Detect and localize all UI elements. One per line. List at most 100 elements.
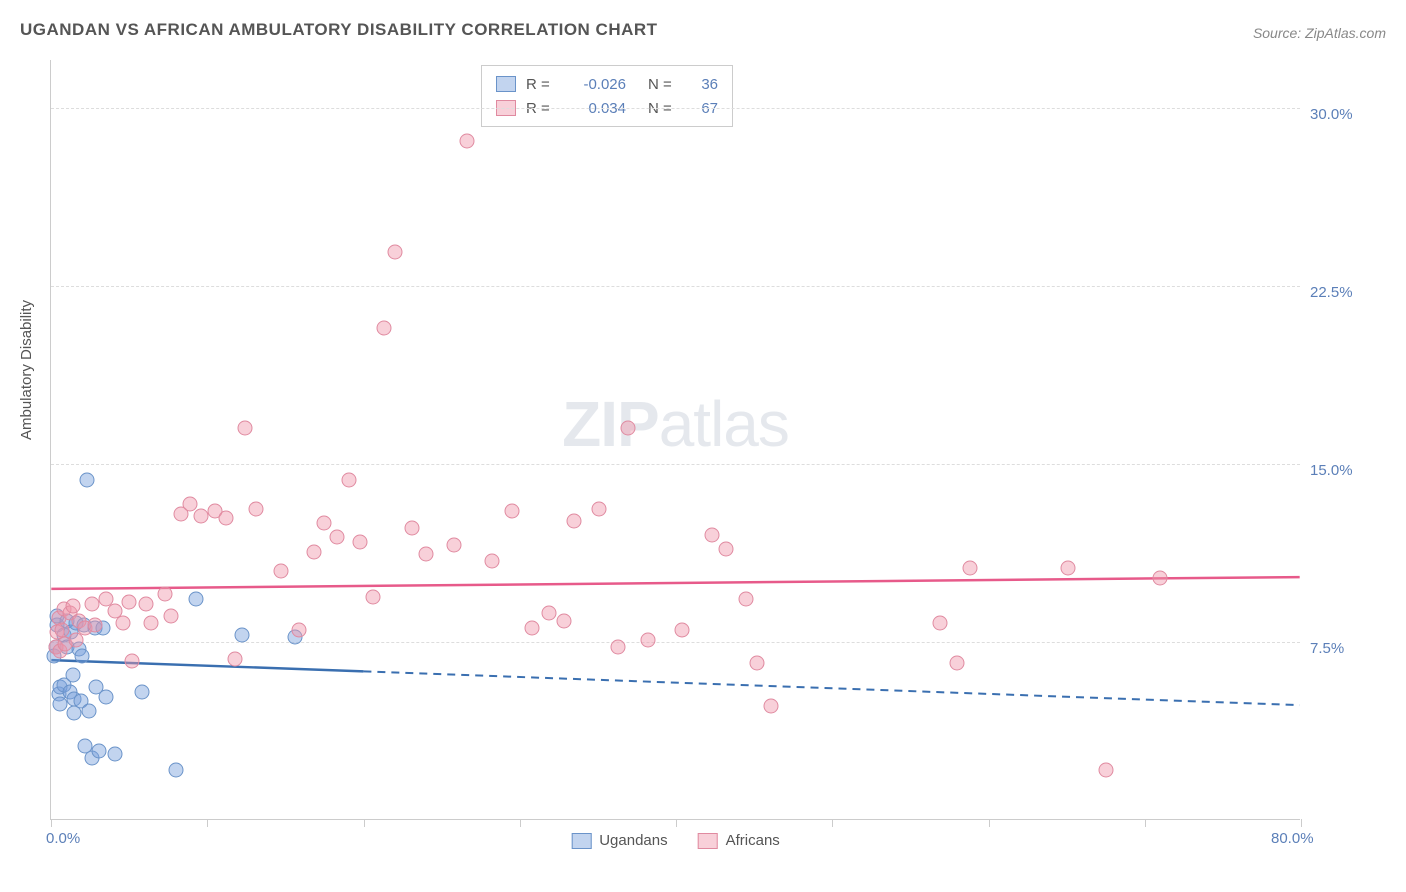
data-point (376, 321, 391, 336)
gridline (51, 286, 1300, 287)
data-point (933, 615, 948, 630)
data-point (365, 589, 380, 604)
data-point (542, 606, 557, 621)
data-point (194, 509, 209, 524)
source-label: Source: ZipAtlas.com (1253, 25, 1386, 41)
data-point (342, 473, 357, 488)
data-point (87, 618, 102, 633)
legend-item: Ugandans (571, 832, 667, 849)
data-point (962, 561, 977, 576)
data-point (556, 613, 571, 628)
x-tick-label: 80.0% (1271, 830, 1314, 847)
x-tick (832, 819, 833, 827)
watermark-atlas: atlas (659, 388, 789, 460)
data-point (739, 592, 754, 607)
legend-label: Africans (726, 832, 780, 849)
data-point (115, 615, 130, 630)
data-point (675, 623, 690, 638)
legend-swatch (571, 833, 591, 849)
data-point (329, 530, 344, 545)
x-tick (207, 819, 208, 827)
data-point (404, 520, 419, 535)
r-label: R = (526, 76, 556, 93)
data-point (764, 699, 779, 714)
y-axis-label: Ambulatory Disability (18, 300, 35, 440)
x-tick (520, 819, 521, 827)
x-tick (676, 819, 677, 827)
n-label: N = (648, 76, 678, 93)
gridline (51, 108, 1300, 109)
r-value-ugandans: -0.026 (566, 76, 626, 93)
data-point (719, 542, 734, 557)
legend-label: Ugandans (599, 832, 667, 849)
data-point (306, 544, 321, 559)
data-point (79, 473, 94, 488)
legend-series: Ugandans Africans (571, 832, 780, 849)
chart-container: UGANDAN VS AFRICAN AMBULATORY DISABILITY… (0, 0, 1406, 892)
data-point (292, 623, 307, 638)
data-point (122, 594, 137, 609)
data-point (81, 703, 96, 718)
data-point (592, 501, 607, 516)
data-point (750, 656, 765, 671)
data-point (219, 511, 234, 526)
data-point (169, 763, 184, 778)
data-point (640, 632, 655, 647)
data-point (273, 563, 288, 578)
legend-stats: R = -0.026 N = 36 R = 0.034 N = 67 (481, 65, 733, 127)
data-point (611, 639, 626, 654)
data-point (189, 592, 204, 607)
plot-area: ZIPatlas R = -0.026 N = 36 R = 0.034 N =… (50, 60, 1300, 820)
data-point (387, 245, 402, 260)
data-point (525, 620, 540, 635)
data-point (92, 744, 107, 759)
y-tick-label: 15.0% (1310, 462, 1370, 479)
legend-row-ugandans: R = -0.026 N = 36 (496, 72, 718, 96)
data-point (84, 596, 99, 611)
trend-lines-svg (51, 60, 1300, 819)
x-tick-label: 0.0% (46, 830, 80, 847)
y-tick-label: 7.5% (1310, 640, 1370, 657)
data-point (139, 596, 154, 611)
data-point (704, 528, 719, 543)
legend-item: Africans (698, 832, 780, 849)
data-point (1061, 561, 1076, 576)
legend-swatch (698, 833, 718, 849)
data-point (75, 649, 90, 664)
data-point (1098, 763, 1113, 778)
data-point (950, 656, 965, 671)
data-point (158, 587, 173, 602)
x-tick (51, 819, 52, 827)
n-value-ugandans: 36 (688, 76, 718, 93)
watermark-zip: ZIP (562, 388, 659, 460)
data-point (234, 627, 249, 642)
data-point (54, 623, 69, 638)
data-point (134, 684, 149, 699)
gridline (51, 642, 1300, 643)
data-point (353, 535, 368, 550)
x-tick (989, 819, 990, 827)
data-point (98, 689, 113, 704)
data-point (620, 421, 635, 436)
data-point (447, 537, 462, 552)
data-point (317, 516, 332, 531)
data-point (459, 133, 474, 148)
x-tick (1145, 819, 1146, 827)
chart-title: UGANDAN VS AFRICAN AMBULATORY DISABILITY… (20, 20, 658, 40)
gridline (51, 464, 1300, 465)
x-tick (1301, 819, 1302, 827)
data-point (125, 653, 140, 668)
data-point (248, 501, 263, 516)
data-point (108, 746, 123, 761)
data-point (419, 547, 434, 562)
data-point (504, 504, 519, 519)
swatch-ugandans (496, 76, 516, 92)
data-point (237, 421, 252, 436)
data-point (65, 668, 80, 683)
x-tick (364, 819, 365, 827)
watermark: ZIPatlas (562, 387, 789, 461)
data-point (65, 599, 80, 614)
y-tick-label: 22.5% (1310, 284, 1370, 301)
data-point (1153, 570, 1168, 585)
data-point (144, 615, 159, 630)
